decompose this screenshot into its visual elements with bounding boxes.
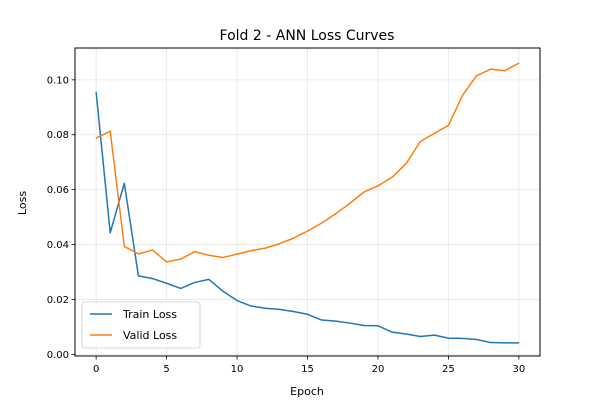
- data-point: [194, 251, 196, 253]
- data-point: [320, 319, 323, 321]
- data-point: [264, 247, 266, 249]
- x-tick-label: 5: [163, 364, 169, 375]
- data-point: [194, 281, 196, 284]
- data-point: [518, 342, 520, 344]
- data-point: [518, 62, 520, 64]
- legend: Train Loss Valid Loss: [81, 301, 201, 349]
- y-tick-label: 0.04: [47, 240, 69, 251]
- data-point: [123, 182, 125, 184]
- y-tick-label: 0.02: [47, 295, 69, 306]
- data-point: [504, 70, 506, 72]
- x-tick-label: 30: [512, 364, 525, 375]
- data-point: [292, 310, 295, 313]
- x-tick-label: 15: [301, 364, 314, 375]
- data-point: [447, 124, 450, 127]
- y-tick-label: 0.06: [47, 185, 69, 196]
- data-point: [180, 287, 182, 290]
- data-point: [165, 282, 168, 284]
- data-point: [123, 245, 125, 248]
- data-point: [222, 290, 224, 292]
- data-point: [349, 322, 351, 324]
- data-point: [335, 320, 337, 322]
- data-point: [306, 230, 309, 232]
- data-point: [461, 337, 464, 340]
- data-point: [405, 162, 407, 165]
- data-point: [151, 249, 154, 251]
- x-axis-ticks: 0 5 10 15 20 25 30: [93, 356, 525, 375]
- data-point: [377, 185, 379, 187]
- data-point: [490, 68, 492, 70]
- grid: [75, 48, 540, 356]
- data-point: [475, 338, 478, 341]
- data-point: [109, 130, 111, 132]
- y-axis-ticks: 0.00 0.02 0.04 0.06 0.08 0.10: [47, 75, 75, 361]
- data-point: [208, 254, 210, 256]
- y-tick-label: 0.00: [47, 350, 69, 361]
- data-point: [236, 299, 238, 302]
- data-point: [180, 258, 182, 260]
- x-tick-label: 20: [372, 364, 385, 375]
- y-tick-label: 0.10: [47, 75, 69, 86]
- data-point: [250, 249, 252, 252]
- data-point: [109, 232, 111, 234]
- data-point: [475, 75, 478, 77]
- data-point: [335, 213, 337, 215]
- data-point: [419, 335, 421, 338]
- series-layer: [95, 62, 520, 344]
- data-point: [95, 137, 97, 139]
- data-point: [363, 191, 365, 193]
- y-axis-label: Loss: [16, 191, 29, 215]
- data-point: [433, 334, 435, 336]
- data-point: [490, 341, 492, 344]
- data-point: [137, 253, 140, 255]
- data-point: [363, 324, 365, 327]
- legend-label: Train Loss: [122, 308, 177, 321]
- data-point: [250, 305, 252, 307]
- data-point: [278, 308, 280, 310]
- data-point: [391, 176, 393, 178]
- x-axis-label: Epoch: [290, 385, 324, 398]
- data-point: [405, 333, 407, 335]
- data-point: [377, 325, 379, 327]
- data-point: [165, 261, 168, 263]
- data-point: [504, 342, 506, 344]
- y-tick-label: 0.08: [47, 130, 69, 141]
- data-point: [447, 337, 450, 339]
- data-point: [306, 313, 309, 315]
- x-tick-label: 10: [231, 364, 244, 375]
- data-point: [461, 94, 464, 97]
- data-point: [278, 243, 280, 245]
- data-point: [222, 256, 224, 259]
- data-point: [391, 331, 393, 333]
- x-tick-label: 25: [442, 364, 455, 375]
- data-point: [433, 132, 435, 134]
- data-point: [264, 307, 266, 309]
- data-point: [349, 202, 351, 204]
- data-point: [151, 277, 154, 280]
- data-point: [208, 278, 210, 281]
- x-tick-label: 0: [93, 364, 99, 375]
- data-point: [137, 275, 140, 277]
- data-point: [95, 91, 97, 93]
- data-point: [419, 141, 421, 143]
- chart-title: Fold 2 - ANN Loss Curves: [220, 28, 395, 44]
- legend-label: Valid Loss: [123, 329, 177, 342]
- data-point: [320, 222, 323, 224]
- data-point: [292, 237, 295, 239]
- data-point: [236, 253, 238, 255]
